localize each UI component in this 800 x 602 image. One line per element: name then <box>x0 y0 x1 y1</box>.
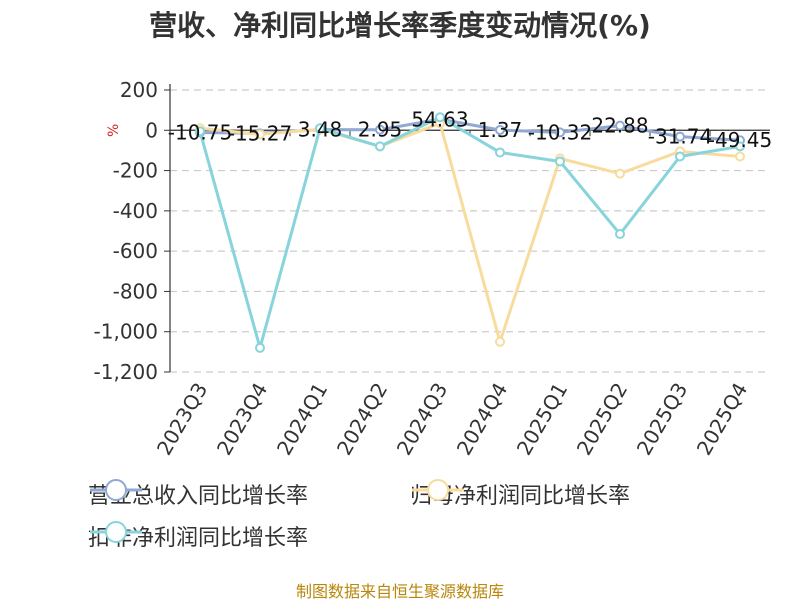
x-tick-label: 2024Q2 <box>332 379 392 460</box>
data-point <box>495 147 505 158</box>
y-axis-unit: % <box>106 124 122 137</box>
y-tick-label: 0 <box>145 118 158 142</box>
y-tick-label: -600 <box>113 239 158 263</box>
x-tick-label: 2024Q4 <box>452 379 512 460</box>
source-note: 制图数据来自恒生聚源数据库 <box>295 582 504 601</box>
y-tick-label: 200 <box>120 78 158 102</box>
series-line-1 <box>199 121 741 344</box>
data-point <box>735 141 745 152</box>
data-label: 3.48 <box>298 118 343 142</box>
data-point <box>735 151 745 162</box>
data-labels: -10.75-15.27 3.48 2.95 54.63 1.37 -10.32 22.88… <box>168 107 772 152</box>
legend-marker-icon <box>90 521 142 543</box>
data-point <box>615 168 625 179</box>
y-tick-label: -400 <box>113 199 158 223</box>
x-tick-label: 2023Q3 <box>152 379 212 460</box>
data-point <box>615 229 625 240</box>
data-point <box>555 127 565 138</box>
data-label: -10.32 <box>528 120 592 144</box>
data-label: 22.88 <box>591 114 648 138</box>
data-label: -31.74 <box>648 125 712 149</box>
x-tick-label: 2024Q3 <box>392 379 452 460</box>
data-point <box>255 342 265 353</box>
data-point <box>315 123 325 134</box>
data-point <box>615 120 625 131</box>
x-tick-label: 2024Q1 <box>272 379 332 460</box>
legend-marker-icon <box>412 479 464 501</box>
series-line-2 <box>198 115 741 350</box>
series-lines <box>195 112 745 353</box>
data-point <box>195 126 205 137</box>
data-label: -10.75 <box>168 120 232 144</box>
y-tick-label: -200 <box>113 159 158 183</box>
x-tick-label: 2025Q2 <box>572 379 632 460</box>
data-label: 54.63 <box>411 107 468 131</box>
data-label: -49.45 <box>708 128 772 152</box>
data-point <box>675 151 685 162</box>
x-tick-label: 2025Q4 <box>692 379 752 460</box>
x-tick-label: 2023Q4 <box>212 379 272 460</box>
legend-item[interactable]: 扣非净利润同比增长率 <box>88 520 308 552</box>
chart-title: 营收、净利同比增长率季度变动情况(%) <box>149 9 651 42</box>
x-tick-label: 2025Q1 <box>512 379 572 460</box>
y-tick-label: -1,000 <box>94 320 158 344</box>
data-point <box>495 336 505 347</box>
data-point <box>675 131 685 142</box>
data-label: 1.37 <box>478 118 523 142</box>
data-label: 2.95 <box>358 118 403 142</box>
data-point <box>375 124 385 135</box>
x-tick-label: 2025Q3 <box>632 379 692 460</box>
data-point <box>255 129 265 140</box>
legend-item[interactable]: 营业总收入同比增长率 <box>88 478 308 510</box>
data-point <box>555 156 565 167</box>
y-tick-label: -1,200 <box>94 360 158 384</box>
data-label: -15.27 <box>228 121 292 145</box>
y-tick-label: -800 <box>113 279 158 303</box>
data-point <box>435 112 445 123</box>
data-point <box>495 125 505 136</box>
data-point <box>375 141 385 152</box>
legend-marker-icon <box>90 479 142 501</box>
legend-item[interactable]: 归母净利润同比增长率 <box>410 478 630 510</box>
